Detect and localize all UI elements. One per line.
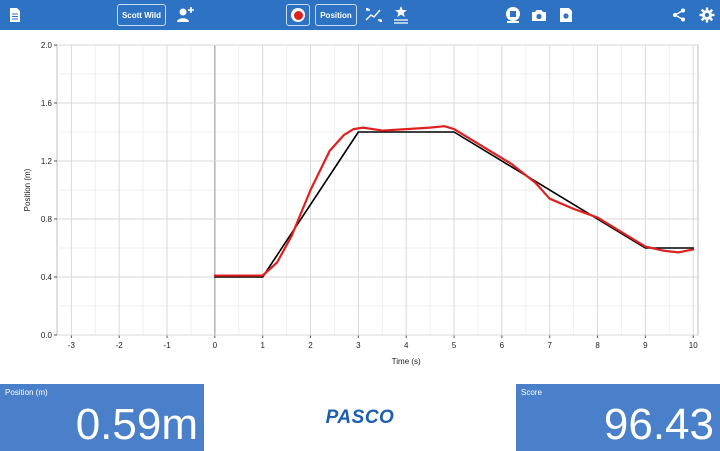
measured-position-line [213,125,695,277]
data-center-icon[interactable] [503,5,523,25]
y-tick-label: 1.6 [41,99,53,108]
y-tick-label: 0.4 [41,273,53,282]
x-axis-label: Time (s) [392,357,421,366]
user-name-button[interactable]: Scott Wild [117,4,166,26]
x-tick-label: 2 [308,341,313,350]
position-meter-value: 0.59m [75,400,198,449]
y-tick-label: 0.0 [41,331,53,340]
record-button[interactable] [286,4,310,26]
pasco-logo: PASCO [325,406,395,428]
camera-icon[interactable] [530,7,548,23]
sensor-select-button[interactable]: Position [315,4,357,26]
settings-icon[interactable] [698,6,716,24]
x-tick-label: 9 [643,341,648,350]
x-tick-label: 10 [689,341,698,350]
highlight-list-icon[interactable] [392,5,410,25]
position-meter-label: Position (m) [5,388,48,397]
logo-panel: PASCO [204,384,516,451]
score-meter-label: Score [521,388,542,397]
document-icon[interactable] [8,6,22,24]
x-tick-label: 0 [213,341,218,350]
x-tick-label: 4 [404,341,409,350]
y-tick-label: 0.8 [41,215,53,224]
position-meter: Position (m) 0.59m [0,384,204,451]
record-icon [291,8,305,22]
share-icon[interactable] [671,7,687,23]
top-toolbar: Scott Wild Position [0,0,720,30]
score-meter-value: 96.43 [603,400,714,449]
scale-fit-icon[interactable] [364,6,384,24]
y-tick-label: 2.0 [41,41,53,50]
x-tick-label: -3 [68,341,76,350]
graph-panel[interactable]: -3 -2 -1 0 1 2 3 4 5 6 7 8 9 10 0.0 0.4 0.8 1.2 1.6 2.0 Time… [0,30,720,384]
x-tick-label: -1 [163,341,171,350]
meter-bar: Position (m) 0.59m PASCO Score 96.43 [0,384,720,451]
position-time-graph[interactable]: -3 -2 -1 0 1 2 3 4 5 6 7 8 9 10 0.0 0.4 0.8 1.2 1.6 2.0 Time… [0,30,720,384]
x-tick-label: 8 [595,341,600,350]
y-axis-label: Position (m) [23,168,32,211]
x-tick-label: 1 [260,341,265,350]
add-user-icon[interactable] [176,5,196,25]
x-tick-label: -2 [116,341,124,350]
x-tick-label: 7 [547,341,552,350]
x-tick-label: 6 [500,341,505,350]
y-tick-label: 1.2 [41,157,53,166]
x-tick-label: 5 [452,341,457,350]
snapshot-icon[interactable] [557,6,575,24]
x-tick-label: 3 [356,341,361,350]
score-meter: Score 96.43 [516,384,720,451]
